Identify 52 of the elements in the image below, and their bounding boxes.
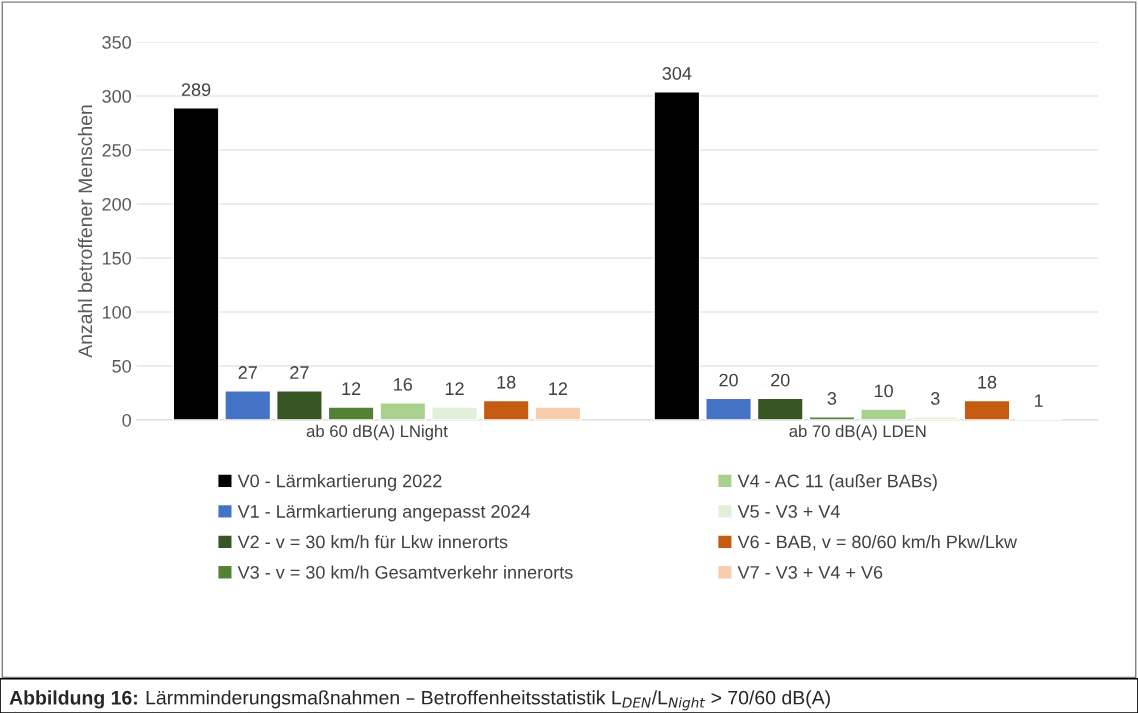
y-tick-label: 150 <box>102 251 131 265</box>
data-label: 20 <box>771 373 790 387</box>
y-tick-label: 200 <box>102 197 131 211</box>
legend-label: V2 - v = 30 km/h für Lkw innerorts <box>237 535 508 549</box>
legend-label: V1 - Lärmkartierung angepasst 2024 <box>237 504 531 522</box>
data-label: 1 <box>1035 394 1043 407</box>
bar <box>860 408 908 420</box>
bar <box>653 91 701 420</box>
y-axis-title: Anzahl betroffener Menschen <box>77 105 93 358</box>
data-label: 27 <box>290 366 309 379</box>
bar <box>431 406 478 420</box>
bar <box>756 397 804 420</box>
data-label: 12 <box>549 382 567 395</box>
y-tick-label: 100 <box>102 305 131 319</box>
legend-label: V4 - AC 11 (außer BABs) <box>737 474 937 491</box>
bar <box>327 406 375 420</box>
text: Abbildung 16: <box>9 690 137 709</box>
data-label: 10 <box>874 384 893 398</box>
data-label: 27 <box>238 366 257 379</box>
y-tick-label: 350 <box>102 36 131 49</box>
legend-label: V0 - Lärmkartierung 2022 <box>237 474 442 491</box>
data-label: 20 <box>719 373 738 387</box>
bar <box>482 399 530 420</box>
y-tick-label: 250 <box>102 143 131 157</box>
data-label: 289 <box>181 83 211 97</box>
data-label: 12 <box>445 382 464 395</box>
legend-label: V6 - BAB, v = 80/60 km/h Pkw/Lkw <box>737 535 1018 551</box>
bar <box>534 406 582 420</box>
legend-label: V7 - V3 + V4 + V6 <box>737 565 883 579</box>
bar <box>963 399 1011 420</box>
x-tick-label: ab 70 dB(A) LDEN <box>789 424 926 441</box>
bar <box>705 397 752 420</box>
legend-label: V3 - v = 30 km/h Gesamtverkehr innerorts <box>237 565 573 579</box>
bar <box>808 416 856 420</box>
bar <box>911 416 959 420</box>
bar <box>275 390 323 420</box>
bar <box>224 390 272 420</box>
data-label: 18 <box>978 375 997 389</box>
text: Lärmminderungsmaßnahmen – Betroffenheitsstatistik L$_{DEN}$/L$_{Night}$ > 70/60 dB(A) <box>146 690 830 711</box>
y-tick-label: 300 <box>102 89 131 103</box>
bar <box>172 107 220 420</box>
legend-label: V5 - V3 + V4 <box>737 505 840 518</box>
y-tick-label: 0 <box>122 413 131 427</box>
x-tick-label: ab 60 dB(A) LNight <box>306 424 448 441</box>
data-label: 16 <box>394 377 413 391</box>
data-label: 18 <box>497 375 516 389</box>
data-label: 304 <box>662 67 692 80</box>
data-label: 12 <box>342 382 361 395</box>
data-label: 3 <box>827 392 837 405</box>
y-tick-label: 50 <box>112 359 131 373</box>
data-label: 3 <box>930 392 940 405</box>
bar <box>379 401 427 420</box>
